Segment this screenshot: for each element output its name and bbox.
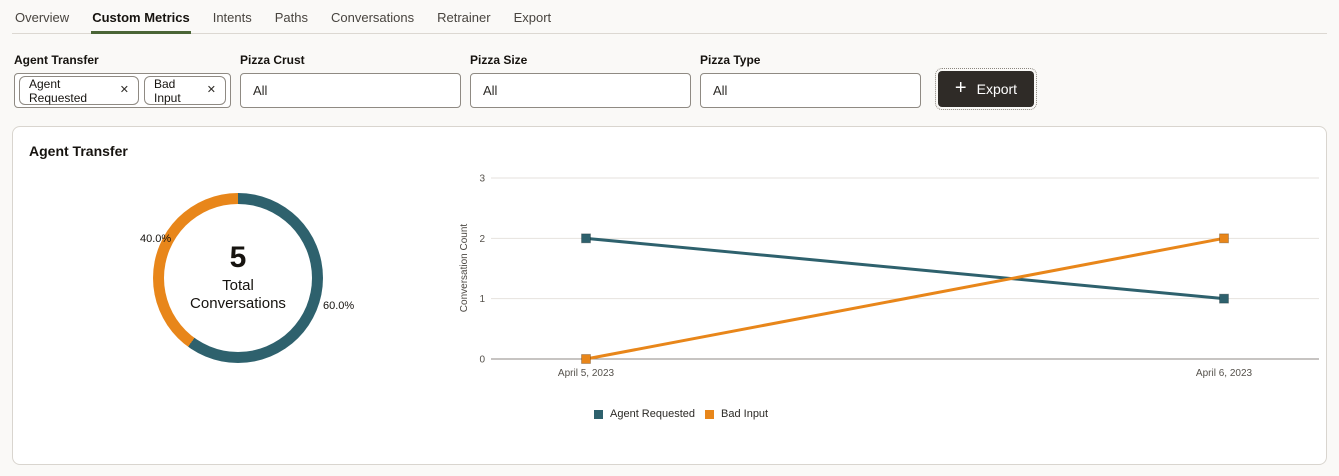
legend-label: Agent Requested	[610, 408, 696, 420]
filter-pizza-type: Pizza Type All	[700, 53, 921, 108]
donut-center: 5 Total Conversations	[164, 204, 312, 352]
chip-label: Bad Input	[153, 76, 181, 105]
filter-agent-transfer: Agent Transfer Agent Requested ✕ Bad Inp…	[14, 53, 231, 108]
selected-value: All	[253, 83, 268, 98]
marker-bad-input-1[interactable]	[1219, 233, 1229, 244]
top-tab-bar: Overview Custom Metrics Intents Paths Co…	[0, 0, 1339, 34]
marker-bad-input-0[interactable]	[581, 354, 591, 364]
remove-chip-icon[interactable]: ✕	[119, 84, 129, 96]
donut-chart: 5 Total Conversations	[153, 193, 323, 363]
filter-pizza-size: Pizza Size All	[470, 53, 691, 108]
donut-pct-bad-input: 40.0%	[140, 233, 172, 245]
chip-agent-requested[interactable]: Agent Requested ✕	[19, 76, 139, 105]
legend-swatch-agent-requested	[594, 409, 603, 419]
agent-transfer-card: Agent Transfer 5 Total Conversations 40.…	[12, 126, 1327, 465]
legend-item-agent-requested[interactable]: Agent Requested	[594, 408, 695, 420]
x-tick-label: April 6, 2023	[1196, 368, 1253, 379]
tab-export[interactable]: Export	[513, 9, 552, 25]
card-title: Agent Transfer	[29, 143, 128, 159]
tab-custom-metrics[interactable]: Custom Metrics	[91, 0, 191, 34]
legend-swatch-bad-input	[705, 409, 715, 419]
donut-pct-agent-requested: 60.0%	[323, 300, 355, 312]
pizza-type-select[interactable]: All	[700, 73, 921, 108]
filter-label: Agent Transfer	[14, 53, 99, 67]
tab-paths[interactable]: Paths	[274, 9, 308, 25]
selected-value: All	[713, 83, 728, 98]
x-tick-label: April 5, 2023	[558, 368, 615, 379]
export-button-label: Export	[976, 81, 1018, 97]
y-tick-label: 3	[479, 174, 485, 185]
tab-retrainer[interactable]: Retrainer	[437, 9, 491, 25]
total-conversations-value: 5	[229, 241, 247, 274]
chart-legend: Agent Requested Bad Input	[594, 408, 768, 420]
marker-agent-requested-0[interactable]	[581, 233, 591, 244]
marker-agent-requested-1[interactable]	[1219, 293, 1229, 304]
tab-overview[interactable]: Overview	[15, 9, 70, 25]
pizza-size-select[interactable]: All	[470, 73, 691, 108]
remove-chip-icon[interactable]: ✕	[206, 84, 216, 96]
chip-bad-input[interactable]: Bad Input ✕	[143, 76, 226, 105]
y-axis-title: Conversation Count	[459, 224, 470, 313]
filter-label: Pizza Type	[700, 53, 761, 67]
filter-pizza-crust: Pizza Crust All	[240, 53, 461, 108]
conversation-count-line-chart: 0 1 2 3 Conversation Count April 5, 2023 April…	[459, 174, 1319, 379]
filter-label: Pizza Crust	[240, 53, 305, 67]
total-conversations-label: Total Conversations	[190, 276, 286, 313]
y-tick-label: 1	[479, 294, 485, 305]
tab-intents[interactable]: Intents	[212, 9, 252, 25]
line-agent-requested[interactable]	[585, 236, 1225, 301]
tab-conversations[interactable]: Conversations	[331, 9, 415, 25]
export-button[interactable]: + Export	[935, 68, 1037, 110]
filter-bar: Agent Transfer Agent Requested ✕ Bad Inp…	[0, 34, 1339, 115]
legend-item-bad-input[interactable]: Bad Input	[705, 408, 768, 420]
pizza-crust-select[interactable]: All	[240, 73, 461, 108]
agent-transfer-select[interactable]: Agent Requested ✕ Bad Input ✕	[14, 73, 231, 108]
y-tick-label: 2	[479, 234, 485, 245]
filter-label: Pizza Size	[470, 53, 528, 67]
legend-label: Bad Input	[721, 408, 769, 420]
selected-value: All	[483, 83, 498, 98]
line-bad-input[interactable]	[585, 236, 1225, 361]
donut-ring[interactable]: 5 Total Conversations	[153, 193, 323, 363]
y-tick-label: 0	[479, 355, 485, 366]
chip-label: Agent Requested	[29, 76, 88, 105]
